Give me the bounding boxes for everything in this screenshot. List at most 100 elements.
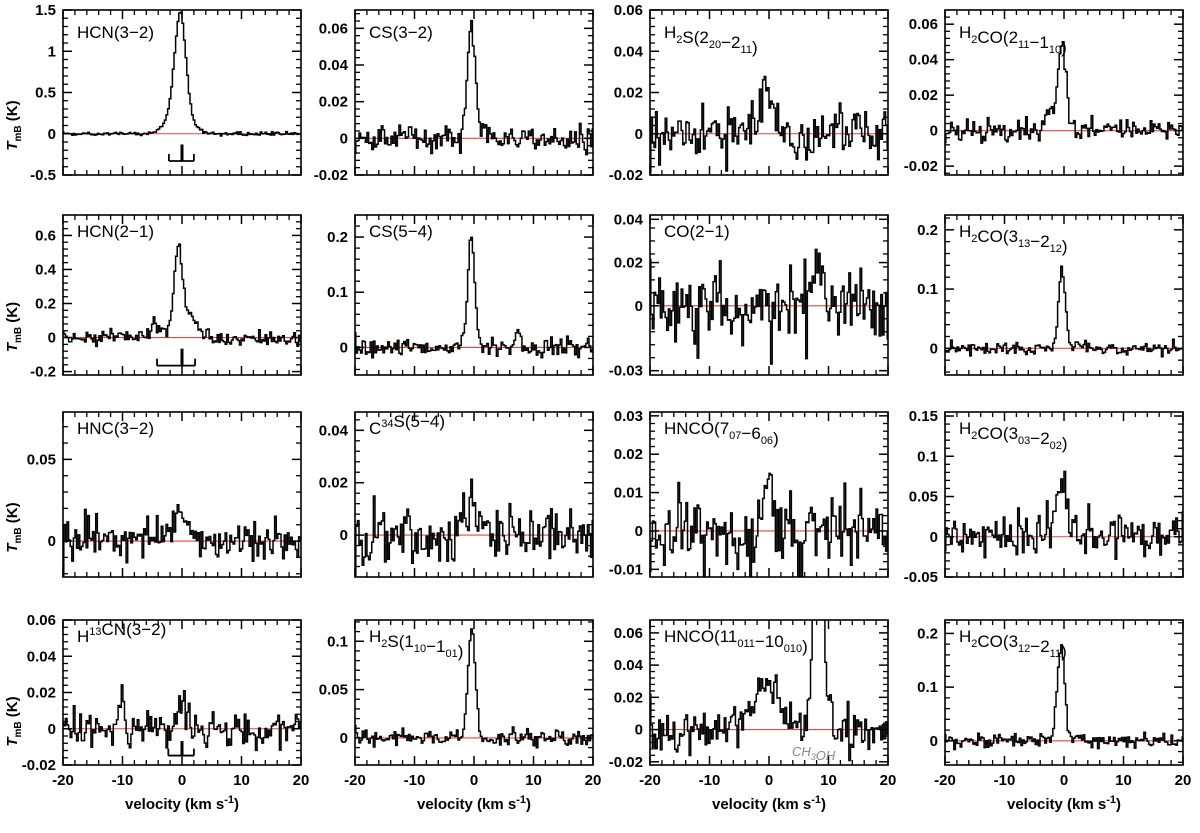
x-tick-label: 0 [178,772,186,789]
y-tick-label: 0.02 [909,87,938,104]
y-tick-label: 0.04 [614,657,644,674]
y-tick-label: 0 [930,340,938,357]
x-tick-label: -10 [994,772,1016,789]
x-tick-label: -20 [344,772,366,789]
y-tick-label: 0.04 [614,211,644,228]
x-tick-label: 20 [880,772,896,789]
y-tick-label: 1.5 [35,2,56,19]
spectrum-panel-h2co_211_110: -0.02 0 0.02 0.04 0.06 H2CO(211−110) [882,0,1191,201]
spectrum-trace [945,644,1183,751]
x-tick-label: 0 [470,772,478,789]
x-tick-label: 10 [233,772,250,789]
y-tick-label: 0.03 [614,408,643,425]
spectrum-trace [650,248,888,365]
spectrum-panel-hnco_11011_10010: -0.02 0 0.02 0.04 0.06 -20 -10 0 10 20 velocity (k… [587,608,896,825]
y-tick-label: 0.06 [614,2,643,19]
y-tick-label: -0.01 [609,561,643,578]
y-tick-label: -0.5 [30,167,56,184]
y-tick-label: 0.02 [27,685,56,702]
spectrum-trace [650,472,888,577]
y-tick-label: 0.01 [614,485,643,502]
y-tick-label: 0.6 [35,227,56,244]
spectrum-panel-c34s54: 0 0.02 0.04 C34S(5−4) [292,400,601,603]
y-tick-label: 0 [48,330,56,347]
velocity-range-marker [168,144,195,162]
spectrum-trace [355,236,593,359]
y-tick-label: -0.02 [609,167,643,184]
panel-title-cs32: CS(3−2) [369,23,433,42]
spectrum-panel-co21: -0.03 0 0.02 0.04 CO(2−1) [587,203,896,401]
panel-title-h2co_303_202: H2CO(303−202) [959,419,1068,453]
panel-title-h2co_313_212: H2CO(313−212) [959,222,1068,256]
spectrum-trace [945,41,1183,144]
x-tick-label: 20 [585,772,601,789]
y-tick-label: -0.03 [609,363,643,380]
x-tick-label: 0 [1060,772,1068,789]
x-tick-label: -10 [404,772,426,789]
x-tick-label: -20 [639,772,661,789]
panel-title-hnco_11011_10010: HNCO(11011−10010) [664,627,808,656]
spectrum-panel-cs32: -0.02 0 0.02 0.04 0.06 CS(3−2) [292,0,601,201]
panel-title-co21: CO(2−1) [664,222,730,241]
spectrum-panel-h13cn32: -0.02 0 0.02 0.04 0.06 -20 -10 0 10 20 velocity (k… [0,608,309,825]
y-tick-label: 0.02 [614,446,643,463]
spectrum-panel-hnc32: 0 0.05 TmB (K) HNC(3−2) [0,400,309,603]
x-tick-label: 20 [293,772,309,789]
velocity-range-marker [167,741,195,757]
y-tick-label: 0 [930,123,938,140]
y-tick-label: 0 [48,721,56,738]
spectrum-panel-h2co_303_202: -0.05 0 0.05 0.1 0.15 H2CO(303−202) [882,400,1191,603]
y-tick-label: 0.1 [917,679,938,696]
panel-title-h2co_211_110: H2CO(211−110) [959,23,1067,57]
panel-title-h2s_220_211: H2S(220−211) [664,23,758,57]
y-tick-label: 0.1 [917,281,938,298]
spectrum-trace [63,243,301,348]
x-tick-label: 0 [765,772,773,789]
panel-title-c34s54: C34S(5−4) [369,412,445,438]
y-tick-label: 0 [635,298,643,315]
x-axis-title: velocity (km s-1) [712,794,826,813]
y-tick-label: 0.02 [614,85,643,102]
spectrum-panel-h2co_312_211: 0 0.1 0.2 -20 -10 0 10 20 velocity (km s-1) H2CO(… [882,608,1191,825]
spectrum-panel-hnco_707_606: -0.01 0 0.01 0.02 0.03 HNCO(707−606) [587,400,896,603]
y-tick-label: 0.06 [909,16,938,33]
y-tick-label: 0.1 [917,448,938,465]
y-tick-label: 0.2 [917,222,938,239]
spectrum-panel-h2s_110_101: 0 0.05 0.1 -20 -10 0 10 20 velocity (km s-1) H2S(… [292,608,601,825]
y-axis-title: TmB (K) [4,302,24,352]
y-tick-label: -0.02 [314,167,348,184]
spectrum-trace [650,75,888,174]
y-tick-label: -0.02 [904,158,938,175]
spectrum-trace [945,265,1183,358]
velocity-range-marker [156,348,196,367]
panel-title-h13cn32: H13CN(3−2) [77,620,166,646]
y-tick-label: 0 [340,130,348,147]
y-tick-label: 0 [48,533,56,550]
panel-title-hcn32: HCN(3−2) [77,23,154,42]
y-tick-label: 0 [635,722,643,739]
y-tick-label: 0 [340,527,348,544]
panel-title-h2s_110_101: H2S(110−101) [369,627,463,661]
y-tick-label: 0.02 [319,475,348,492]
y-tick-label: 0 [48,126,56,143]
y-tick-label: 0.2 [917,625,938,642]
panel-title-hnc32: HNC(3−2) [77,419,154,438]
y-tick-label: 0.5 [35,85,56,102]
y-tick-label: 0.02 [319,94,348,111]
y-tick-label: 0.04 [614,43,644,60]
y-tick-label: 0.05 [909,489,938,506]
x-tick-label: 10 [1115,772,1132,789]
spectrum-trace [355,628,593,749]
y-axis-title: TmB (K) [4,100,24,150]
panel-title-hcn21: HCN(2−1) [77,222,154,241]
y-tick-label: 0 [340,730,348,747]
spectrum-trace [355,19,593,156]
blend-annotation: CH3OH [792,744,836,763]
y-tick-label: 0 [635,126,643,143]
spectrum-panel-hcn32: -0.5 0 0.5 1 1.5 TmB (K) HCN(3−2) [0,0,309,201]
y-axis-title: TmB (K) [4,502,24,552]
y-tick-label: 0.1 [327,633,348,650]
spectrum-trace [355,478,593,577]
y-tick-label: 0.2 [327,229,348,246]
panel-title-cs54: CS(5−4) [369,222,433,241]
